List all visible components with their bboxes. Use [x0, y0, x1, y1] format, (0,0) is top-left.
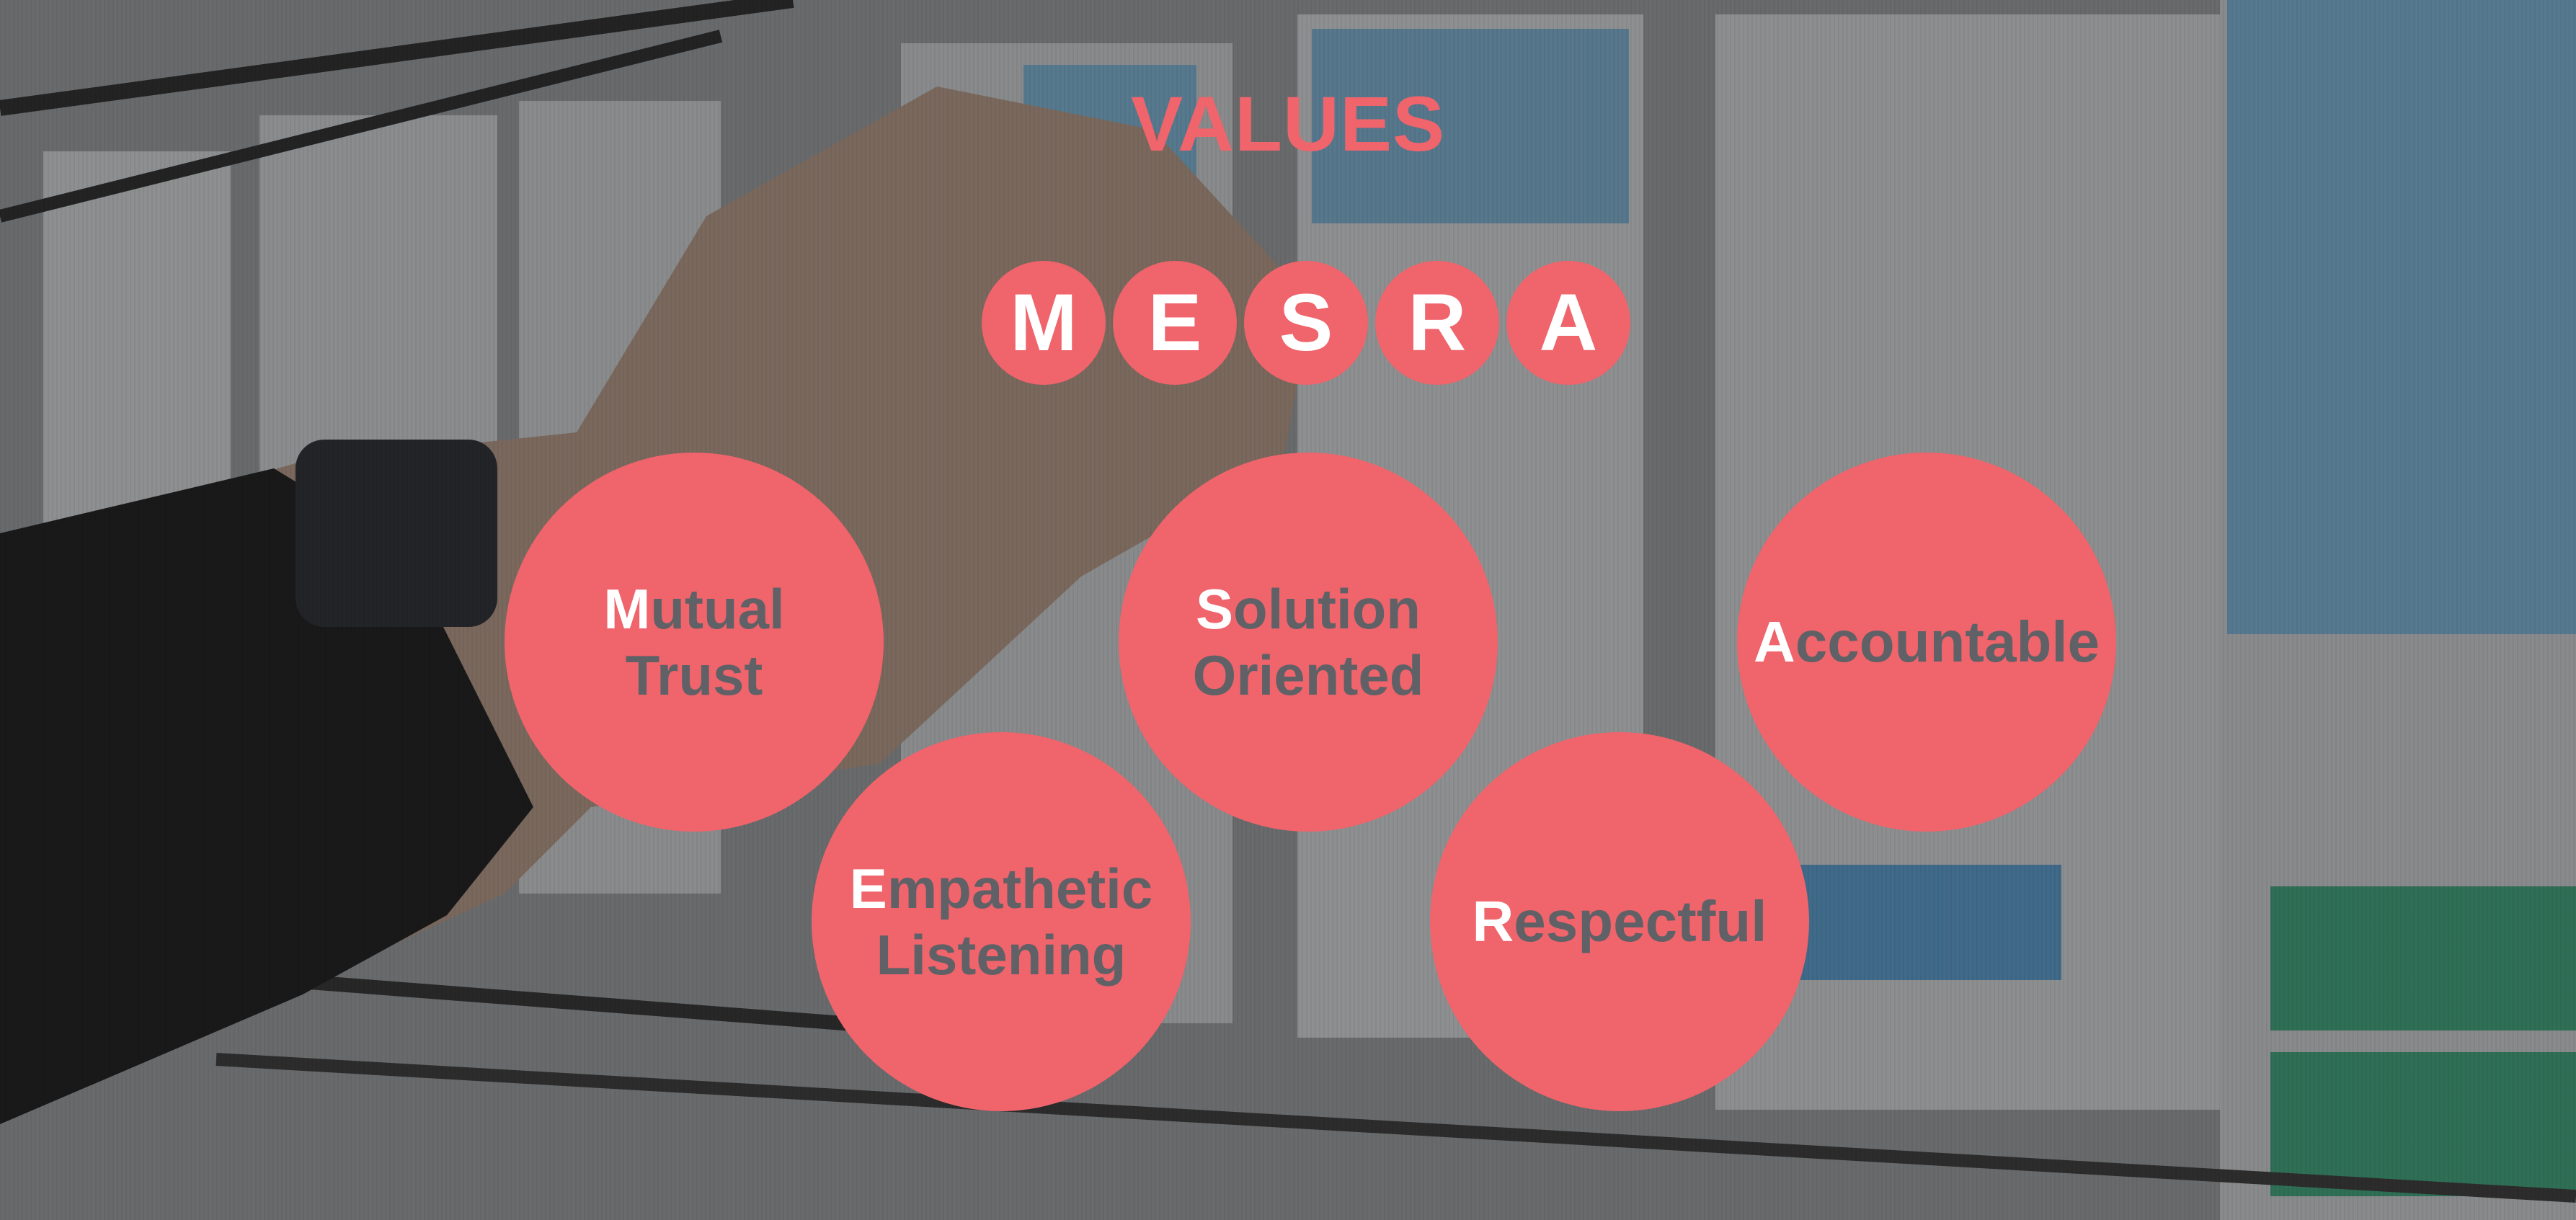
value-initial: E	[849, 856, 887, 920]
value-accountable: Accountable	[1737, 453, 2116, 832]
acronym-row: M E S R A	[982, 261, 1638, 385]
acronym-letter-s: S	[1244, 261, 1368, 385]
value-initial: M	[603, 576, 651, 641]
value-line1: utual	[650, 576, 785, 641]
value-line1: olution	[1233, 576, 1421, 641]
value-line2: Trust	[625, 644, 763, 707]
value-line2: Oriented	[1192, 644, 1424, 707]
value-initial: S	[1196, 576, 1234, 641]
value-respectful: Respectful	[1430, 732, 1809, 1111]
acronym-letter-e: E	[1113, 261, 1237, 385]
acronym-letter-r: R	[1375, 261, 1499, 385]
value-line2: Listening	[876, 923, 1127, 987]
value-empathetic-listening: Empathetic Listening	[812, 732, 1191, 1111]
value-line1: espectful	[1514, 889, 1767, 953]
value-mutual-trust: Mutual Trust	[505, 453, 884, 832]
value-line1: ccountable	[1795, 609, 2100, 674]
value-line1: mpathetic	[887, 856, 1153, 920]
page-title: VALUES	[1130, 80, 1446, 167]
acronym-letter-a: A	[1506, 261, 1630, 385]
value-solution-oriented: Solution Oriented	[1119, 453, 1498, 832]
acronym-letter-m: M	[982, 261, 1106, 385]
value-initial: R	[1472, 889, 1514, 953]
value-initial: A	[1753, 609, 1795, 674]
